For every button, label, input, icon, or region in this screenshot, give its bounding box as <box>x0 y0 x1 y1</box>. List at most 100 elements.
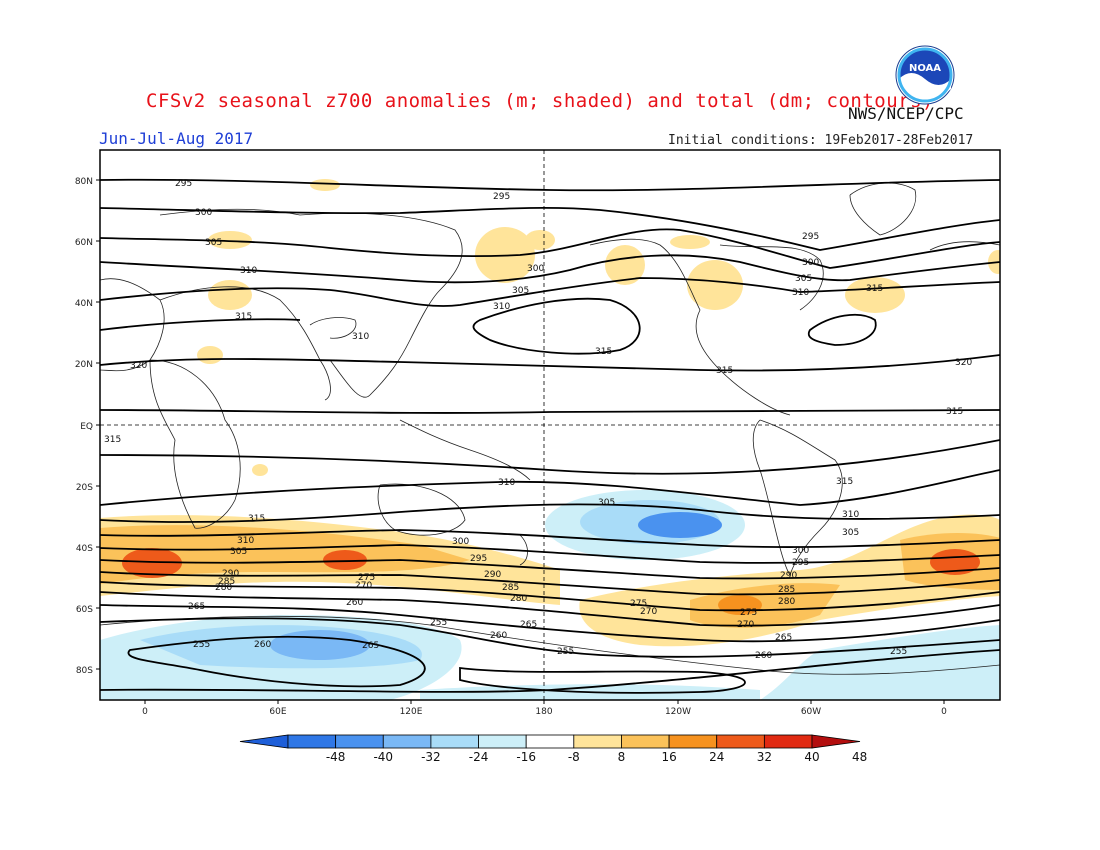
contour-label: 290 <box>484 570 501 580</box>
contour-label: 260 <box>346 598 363 608</box>
contour-label: 255 <box>557 647 574 657</box>
contour-label: 300 <box>452 537 469 547</box>
contour-labels: 295 295 300 305 310 300 305 310 315 310 … <box>104 179 972 661</box>
contour-label: 265 <box>520 620 537 630</box>
noaa-logo-text: NOAA <box>909 63 941 74</box>
contour-label: 285 <box>218 577 235 587</box>
contour-label: 310 <box>842 510 859 520</box>
contour-label: 275 <box>740 608 757 618</box>
colorbar-tick-label: 16 <box>661 750 676 764</box>
contour-label: 260 <box>755 651 772 661</box>
colorbar-swatch <box>525 734 575 749</box>
contour-label: 300 <box>527 264 544 274</box>
contour-label: 270 <box>640 607 657 617</box>
contour-label: 305 <box>230 547 247 557</box>
contour-label: 265 <box>362 641 379 651</box>
colorbar-tick-label: 8 <box>618 750 626 764</box>
colorbar-swatch <box>430 734 479 749</box>
contour-label: 290 <box>780 571 797 581</box>
lat-label-80s: 80S <box>76 666 93 676</box>
anomaly-shading <box>100 179 1000 700</box>
lat-label-60n: 60N <box>75 238 93 248</box>
contour-label: 315 <box>235 312 252 322</box>
contour-label: 305 <box>842 528 859 538</box>
contour-label: 275 <box>358 573 375 583</box>
contour-label: 290 <box>222 569 239 579</box>
colorbar-swatch <box>621 734 670 749</box>
contour-label: 295 <box>175 179 192 189</box>
noaa-logo-icon: NOAA <box>895 45 955 105</box>
contour-label: 275 <box>630 599 647 609</box>
contour-label: 280 <box>215 583 232 593</box>
contour-label: 305 <box>205 238 222 248</box>
contour-label: 265 <box>775 633 792 643</box>
contour-label: 315 <box>248 514 265 524</box>
contour-label: 310 <box>237 536 254 546</box>
lat-label-eq: EQ <box>80 422 93 432</box>
lon-label-120e: 120E <box>400 707 423 717</box>
contour-label: 265 <box>188 602 205 612</box>
initial-conditions-label: Initial conditions: 19Feb2017-28Feb2017 <box>668 133 974 148</box>
contour-label: 255 <box>193 640 210 650</box>
contour-label: 270 <box>355 581 372 591</box>
contour-label: 310 <box>240 266 257 276</box>
lat-label-20s: 20S <box>76 483 93 493</box>
contour-label: 305 <box>598 498 615 508</box>
lat-label-20n: 20N <box>75 360 93 370</box>
contour-label: 315 <box>946 407 963 417</box>
colorbar-tick-label: 48 <box>852 750 867 764</box>
colorbar-swatch <box>478 734 527 749</box>
contour-label: 260 <box>490 631 507 641</box>
contour-label: 320 <box>955 358 972 368</box>
colorbar-arrow-low <box>239 734 289 749</box>
contour-label: 280 <box>510 594 527 604</box>
colorbar-swatch <box>335 734 384 749</box>
lat-label-40n: 40N <box>75 299 93 309</box>
colorbar-swatch <box>287 734 337 749</box>
contour-label: 255 <box>890 647 907 657</box>
colorbar-tick-label: -24 <box>469 750 489 764</box>
contour-label: 315 <box>716 366 733 376</box>
colorbar-swatch <box>763 734 813 749</box>
colorbar-tick-label: -16 <box>516 750 536 764</box>
chart-title: CFSv2 seasonal z700 anomalies (m; shaded… <box>146 90 934 112</box>
contour-label: 310 <box>792 288 809 298</box>
height-contours <box>100 178 1000 694</box>
colorbar-arrow-high <box>811 734 861 749</box>
contour-label: 310 <box>498 478 515 488</box>
contour-label: 295 <box>470 554 487 564</box>
colorbar-tick-label: 24 <box>709 750 724 764</box>
contour-label: 285 <box>502 583 519 593</box>
contour-label: 315 <box>866 284 883 294</box>
colorbar-tick-label: 32 <box>757 750 772 764</box>
lon-label-180: 180 <box>535 707 552 717</box>
contour-label: 315 <box>104 435 121 445</box>
contour-label: 305 <box>512 286 529 296</box>
contour-label: 295 <box>802 232 819 242</box>
contour-label: 305 <box>795 274 812 284</box>
lat-label-60s: 60S <box>76 605 93 615</box>
colorbar-tick-label: -8 <box>568 750 580 764</box>
lat-label-80n: 80N <box>75 177 93 187</box>
colorbar-tick-label: -40 <box>373 750 393 764</box>
lon-label-60e: 60E <box>269 707 286 717</box>
colorbar-swatch <box>668 734 718 749</box>
lon-label-0: 0 <box>142 707 148 717</box>
contour-label: 310 <box>493 302 510 312</box>
contour-label: 320 <box>130 361 147 371</box>
lon-label-0-east: 0 <box>941 707 947 717</box>
contour-label: 295 <box>493 192 510 202</box>
lon-label-120w: 120W <box>665 707 691 717</box>
colorbar-tick-label: -32 <box>421 750 441 764</box>
contour-label: 310 <box>352 332 369 342</box>
season-label: Jun-Jul-Aug 2017 <box>99 129 254 148</box>
contour-label: 295 <box>792 558 809 568</box>
colorbar-tick-label: -48 <box>326 750 346 764</box>
contour-label: 270 <box>737 620 754 630</box>
colorbar-swatch <box>382 734 432 749</box>
contour-label: 260 <box>254 640 271 650</box>
contour-label: 315 <box>595 347 612 357</box>
colorbar-swatch <box>573 734 622 749</box>
contour-label: 280 <box>778 597 795 607</box>
